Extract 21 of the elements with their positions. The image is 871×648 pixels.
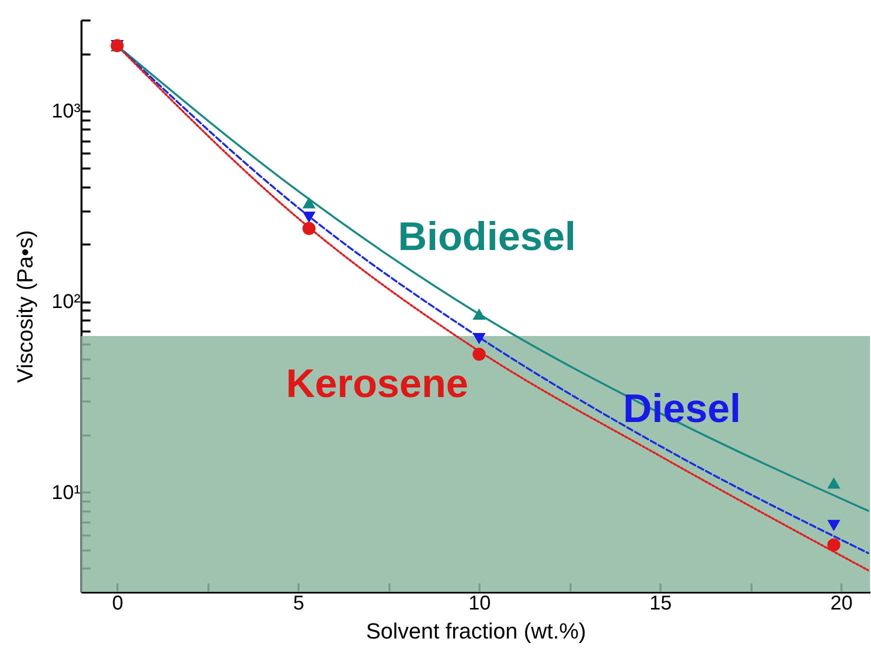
x-tick-label: 0 [112,592,124,614]
point [827,520,840,532]
y-tick-label: 10³ [52,100,81,122]
x-tick-label: 10 [468,592,491,614]
point [472,348,486,361]
x-tick-label: 20 [830,592,853,614]
point [472,332,486,344]
x-tick-label: 15 [649,592,672,614]
point [827,538,840,552]
series-label: Kerosene [286,362,468,406]
x-tick-label: 5 [293,592,304,614]
point [302,222,316,235]
point [827,477,840,489]
y-tick-label: 10² [52,291,81,314]
y-axis-title: Viscosity (Pa•s) [12,230,38,383]
series-label: Biodiesel [398,215,576,259]
x-axis-title: Solvent fraction (wt.%) [366,618,586,644]
point [302,197,316,208]
y-tick-label: 10¹ [52,482,81,504]
point [472,308,486,320]
point [302,212,316,223]
